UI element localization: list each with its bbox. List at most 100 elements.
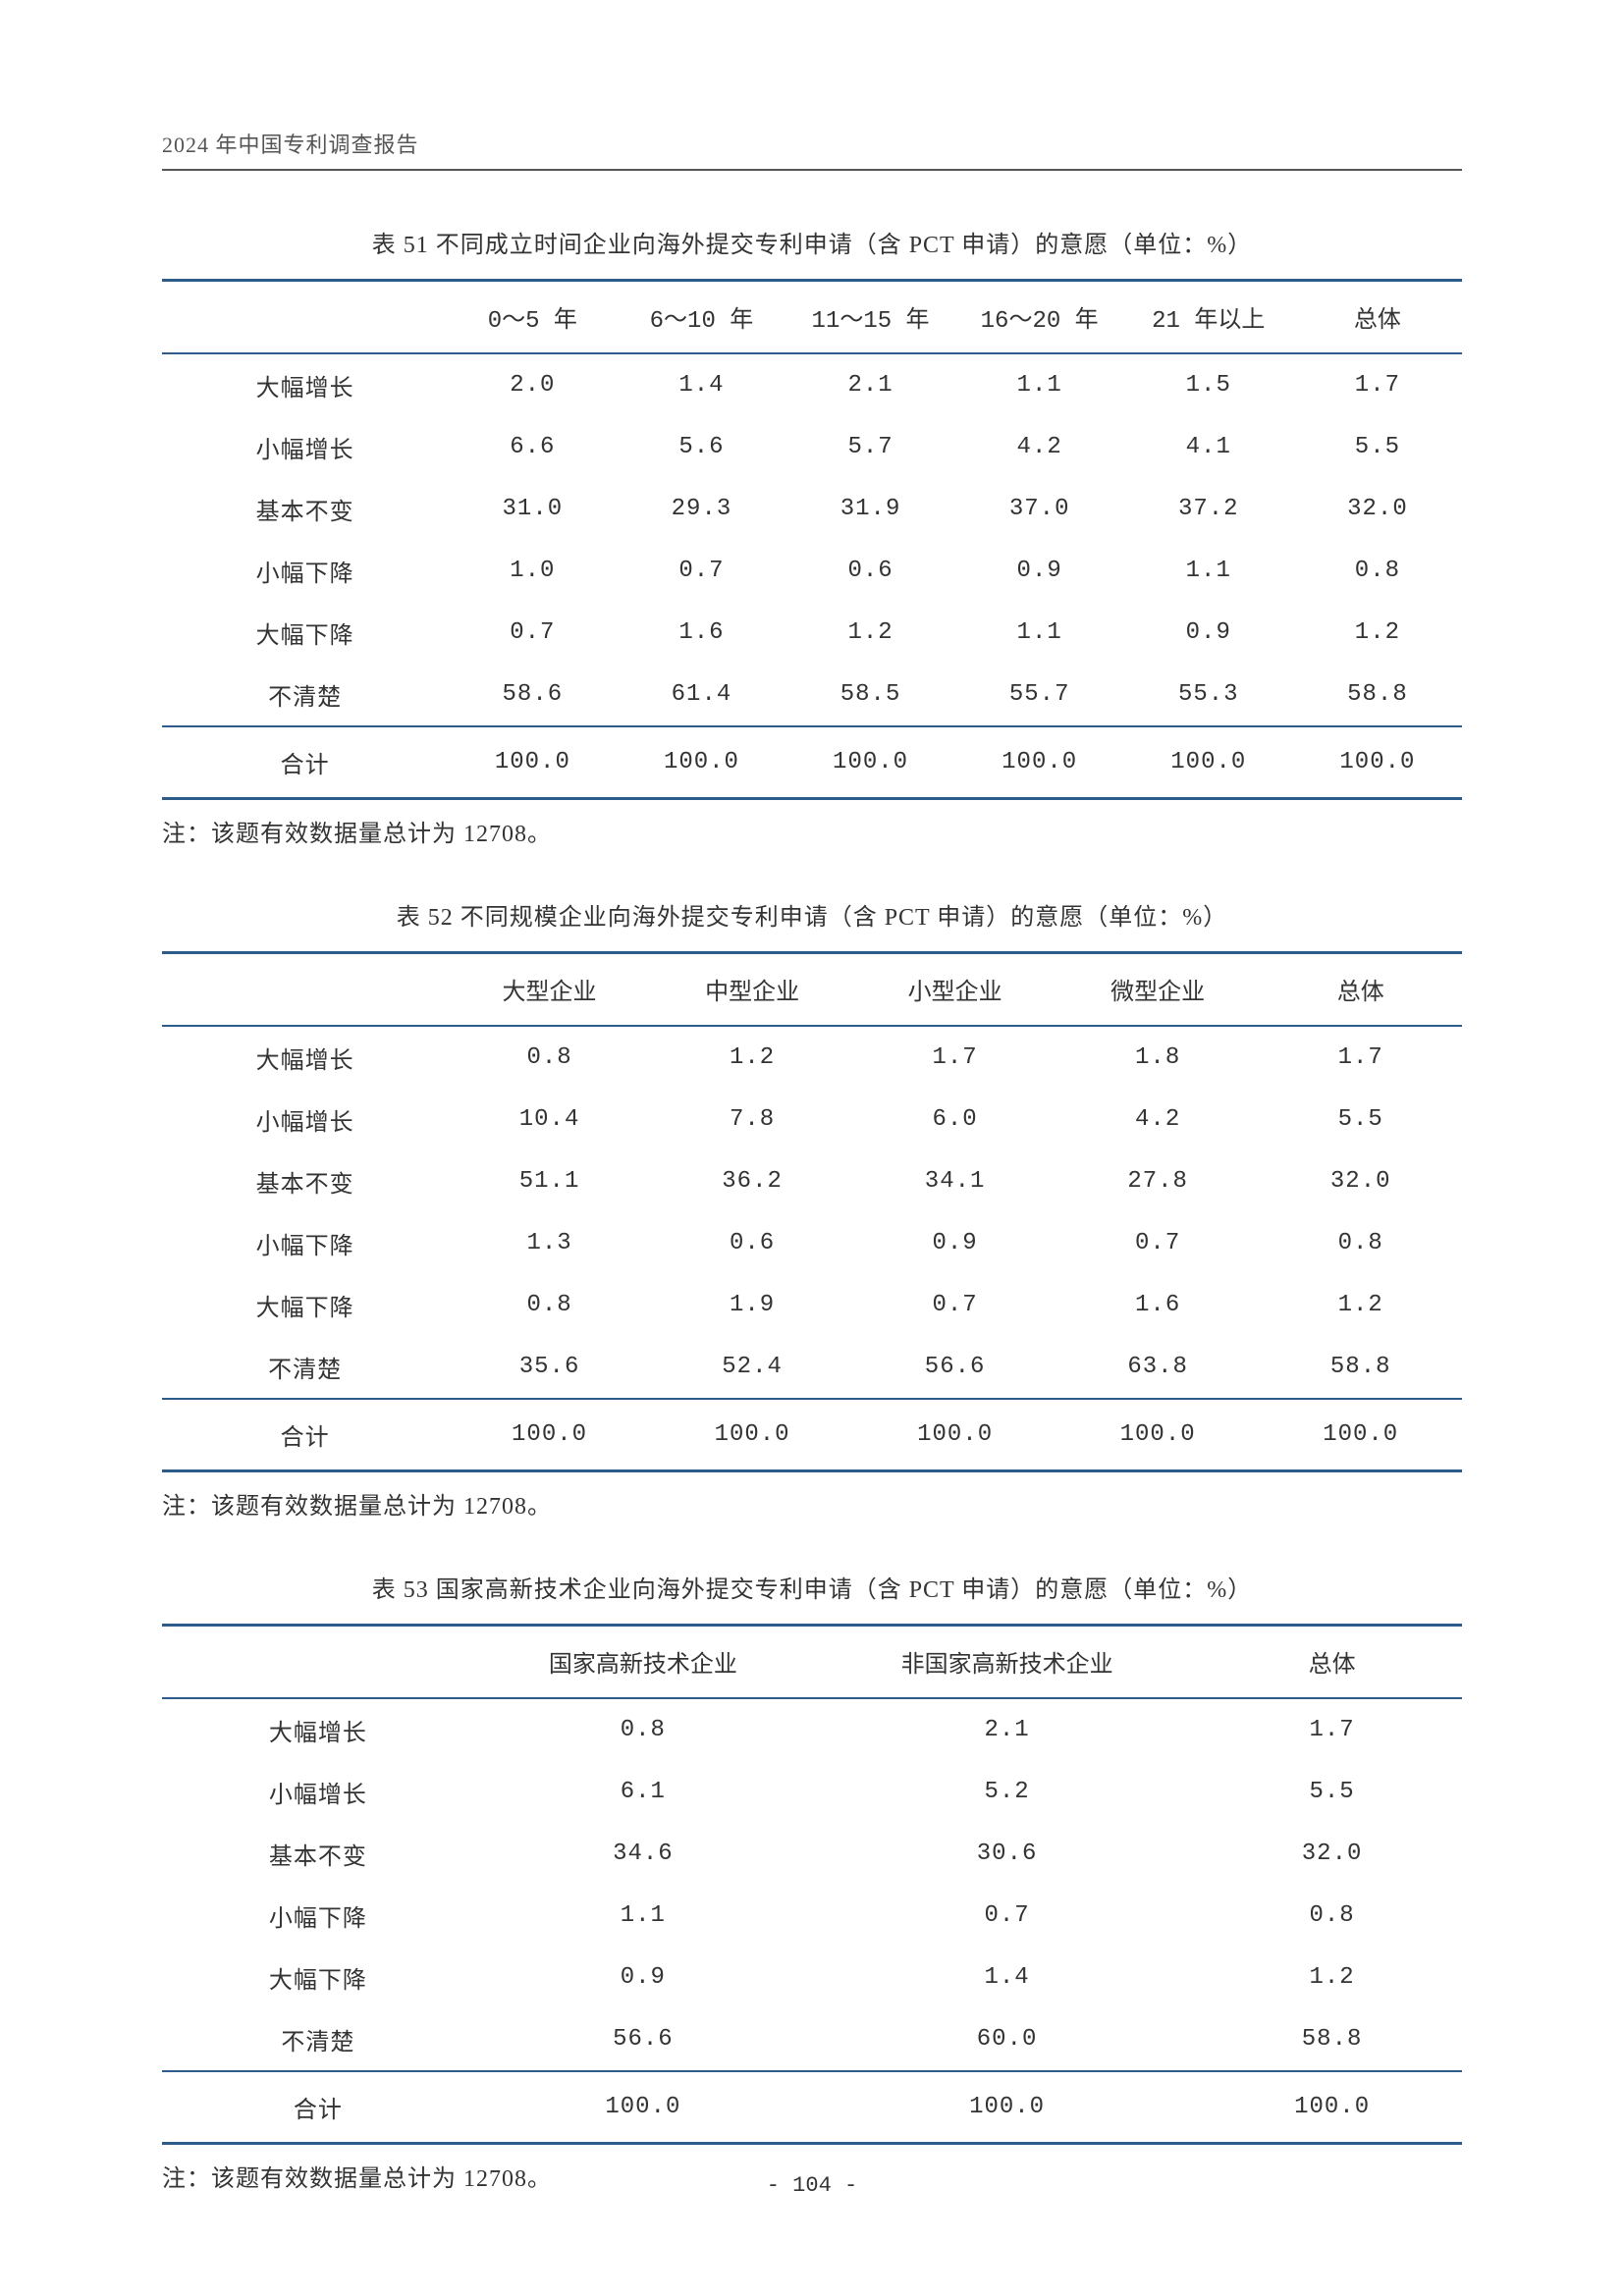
row-label: 大幅下降 xyxy=(162,1947,474,2008)
cell: 58.6 xyxy=(448,664,617,726)
col-header: 国家高新技术企业 xyxy=(474,1626,812,1699)
cell: 34.1 xyxy=(853,1150,1056,1212)
col-header: 小型企业 xyxy=(853,953,1056,1027)
row-label: 合计 xyxy=(162,726,448,799)
col-header: 6～10 年 xyxy=(617,281,785,354)
cell: 36.2 xyxy=(651,1150,854,1212)
table-row: 小幅增长 6.6 5.6 5.7 4.2 4.1 5.5 xyxy=(162,416,1462,478)
cell: 32.0 xyxy=(1259,1150,1462,1212)
cell: 51.1 xyxy=(448,1150,651,1212)
cell: 52.4 xyxy=(651,1336,854,1399)
col-header: 中型企业 xyxy=(651,953,854,1027)
cell: 31.9 xyxy=(786,478,955,540)
cell: 58.8 xyxy=(1259,1336,1462,1399)
cell: 55.3 xyxy=(1124,664,1293,726)
table-52-caption: 表 52 不同规模企业向海外提交专利申请（含 PCT 申请）的意愿（单位：%） xyxy=(162,897,1462,932)
table-row: 小幅增长 6.1 5.2 5.5 xyxy=(162,1761,1462,1823)
cell: 1.1 xyxy=(1124,540,1293,602)
row-label: 小幅增长 xyxy=(162,1089,448,1150)
col-blank xyxy=(162,953,448,1027)
cell: 5.7 xyxy=(786,416,955,478)
cell: 34.6 xyxy=(474,1823,812,1885)
table-52-note: 注：该题有效数据量总计为 12708。 xyxy=(162,1486,1462,1521)
cell: 1.1 xyxy=(955,353,1124,416)
col-header: 16～20 年 xyxy=(955,281,1124,354)
row-label: 小幅下降 xyxy=(162,1885,474,1947)
cell: 100.0 xyxy=(1056,1399,1260,1471)
cell: 1.7 xyxy=(1259,1026,1462,1089)
cell: 0.6 xyxy=(651,1212,854,1274)
cell: 100.0 xyxy=(1293,726,1462,799)
table-row: 大幅增长 0.8 2.1 1.7 xyxy=(162,1698,1462,1761)
table-row: 基本不变 51.1 36.2 34.1 27.8 32.0 xyxy=(162,1150,1462,1212)
cell: 6.1 xyxy=(474,1761,812,1823)
table-row: 大幅下降 0.9 1.4 1.2 xyxy=(162,1947,1462,2008)
cell: 63.8 xyxy=(1056,1336,1260,1399)
cell: 5.6 xyxy=(617,416,785,478)
cell: 0.8 xyxy=(448,1274,651,1336)
table-51: 0～5 年 6～10 年 11～15 年 16～20 年 21 年以上 总体 大… xyxy=(162,279,1462,800)
cell: 5.5 xyxy=(1293,416,1462,478)
table-row: 大幅增长 2.0 1.4 2.1 1.1 1.5 1.7 xyxy=(162,353,1462,416)
col-header: 总体 xyxy=(1202,1626,1462,1699)
row-label: 小幅增长 xyxy=(162,416,448,478)
cell: 1.6 xyxy=(617,602,785,664)
cell: 0.7 xyxy=(1056,1212,1260,1274)
cell: 1.6 xyxy=(1056,1274,1260,1336)
cell: 1.2 xyxy=(786,602,955,664)
table-52-block: 表 52 不同规模企业向海外提交专利申请（含 PCT 申请）的意愿（单位：%） … xyxy=(162,897,1462,1521)
cell: 4.1 xyxy=(1124,416,1293,478)
col-blank xyxy=(162,1626,474,1699)
row-label: 基本不变 xyxy=(162,478,448,540)
table-total-row: 合计 100.0 100.0 100.0 100.0 100.0 100.0 xyxy=(162,726,1462,799)
table-row: 不清楚 35.6 52.4 56.6 63.8 58.8 xyxy=(162,1336,1462,1399)
cell: 1.7 xyxy=(1293,353,1462,416)
cell: 100.0 xyxy=(853,1399,1056,1471)
cell: 100.0 xyxy=(1124,726,1293,799)
cell: 0.8 xyxy=(448,1026,651,1089)
cell: 0.9 xyxy=(955,540,1124,602)
col-header: 微型企业 xyxy=(1056,953,1260,1027)
col-header: 0～5 年 xyxy=(448,281,617,354)
cell: 27.8 xyxy=(1056,1150,1260,1212)
cell: 32.0 xyxy=(1202,1823,1462,1885)
cell: 2.1 xyxy=(812,1698,1202,1761)
table-51-note: 注：该题有效数据量总计为 12708。 xyxy=(162,814,1462,848)
cell: 61.4 xyxy=(617,664,785,726)
cell: 60.0 xyxy=(812,2008,1202,2071)
cell: 1.0 xyxy=(448,540,617,602)
col-header: 11～15 年 xyxy=(786,281,955,354)
cell: 0.9 xyxy=(853,1212,1056,1274)
col-header: 总体 xyxy=(1259,953,1462,1027)
cell: 1.1 xyxy=(474,1885,812,1947)
cell: 2.0 xyxy=(448,353,617,416)
cell: 0.7 xyxy=(617,540,785,602)
cell: 0.8 xyxy=(474,1698,812,1761)
cell: 58.8 xyxy=(1202,2008,1462,2071)
cell: 0.9 xyxy=(474,1947,812,2008)
cell: 32.0 xyxy=(1293,478,1462,540)
cell: 1.8 xyxy=(1056,1026,1260,1089)
table-total-row: 合计 100.0 100.0 100.0 xyxy=(162,2071,1462,2144)
row-label: 大幅下降 xyxy=(162,602,448,664)
cell: 0.8 xyxy=(1293,540,1462,602)
col-header: 大型企业 xyxy=(448,953,651,1027)
table-row: 小幅下降 1.3 0.6 0.9 0.7 0.8 xyxy=(162,1212,1462,1274)
cell: 5.5 xyxy=(1202,1761,1462,1823)
cell: 1.7 xyxy=(853,1026,1056,1089)
cell: 30.6 xyxy=(812,1823,1202,1885)
cell: 0.8 xyxy=(1259,1212,1462,1274)
cell: 4.2 xyxy=(1056,1089,1260,1150)
cell: 100.0 xyxy=(474,2071,812,2144)
row-label: 不清楚 xyxy=(162,2008,474,2071)
cell: 29.3 xyxy=(617,478,785,540)
row-label: 小幅增长 xyxy=(162,1761,474,1823)
table-row: 基本不变 34.6 30.6 32.0 xyxy=(162,1823,1462,1885)
cell: 10.4 xyxy=(448,1089,651,1150)
row-label: 小幅下降 xyxy=(162,1212,448,1274)
cell: 7.8 xyxy=(651,1089,854,1150)
col-blank xyxy=(162,281,448,354)
table-row: 小幅下降 1.1 0.7 0.8 xyxy=(162,1885,1462,1947)
cell: 55.7 xyxy=(955,664,1124,726)
cell: 100.0 xyxy=(812,2071,1202,2144)
